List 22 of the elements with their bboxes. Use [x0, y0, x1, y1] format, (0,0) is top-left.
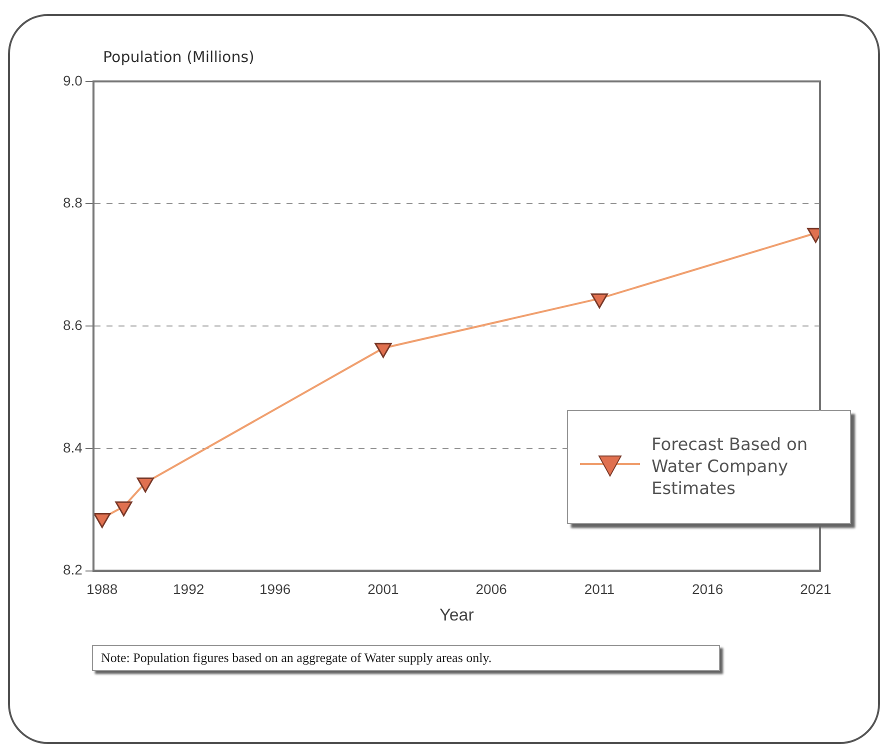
x-tick-label: 1988	[86, 581, 118, 598]
x-axis-title: Year	[440, 605, 474, 624]
legend-label: Forecast Based on Water Company Estimates	[652, 434, 809, 500]
y-axis-title: Population (Millions)	[103, 48, 254, 66]
y-tick-label: 8.4	[62, 439, 83, 456]
x-tick-label: 2016	[692, 581, 724, 598]
point	[136, 477, 154, 492]
y-tick-label: 8.6	[62, 316, 83, 333]
point	[94, 512, 111, 528]
x-tick-label: 2006	[476, 581, 508, 598]
point	[115, 501, 132, 516]
text: Note: Population figures based on an aggregate of Water supply areas only.	[92, 645, 720, 671]
x-tick-label: 1996	[260, 581, 291, 598]
point	[374, 342, 392, 358]
x-tick-label: 2021	[800, 581, 832, 598]
y-tick-label: 8.2	[62, 562, 83, 578]
y-tick-label: 8.8	[62, 194, 83, 211]
x-tick-label: 2011	[584, 581, 615, 598]
x-tick-label: 2001	[368, 581, 399, 598]
point	[590, 293, 608, 308]
y-tick-label: 9.0	[62, 72, 83, 88]
x-tick-label: 1992	[173, 581, 204, 598]
